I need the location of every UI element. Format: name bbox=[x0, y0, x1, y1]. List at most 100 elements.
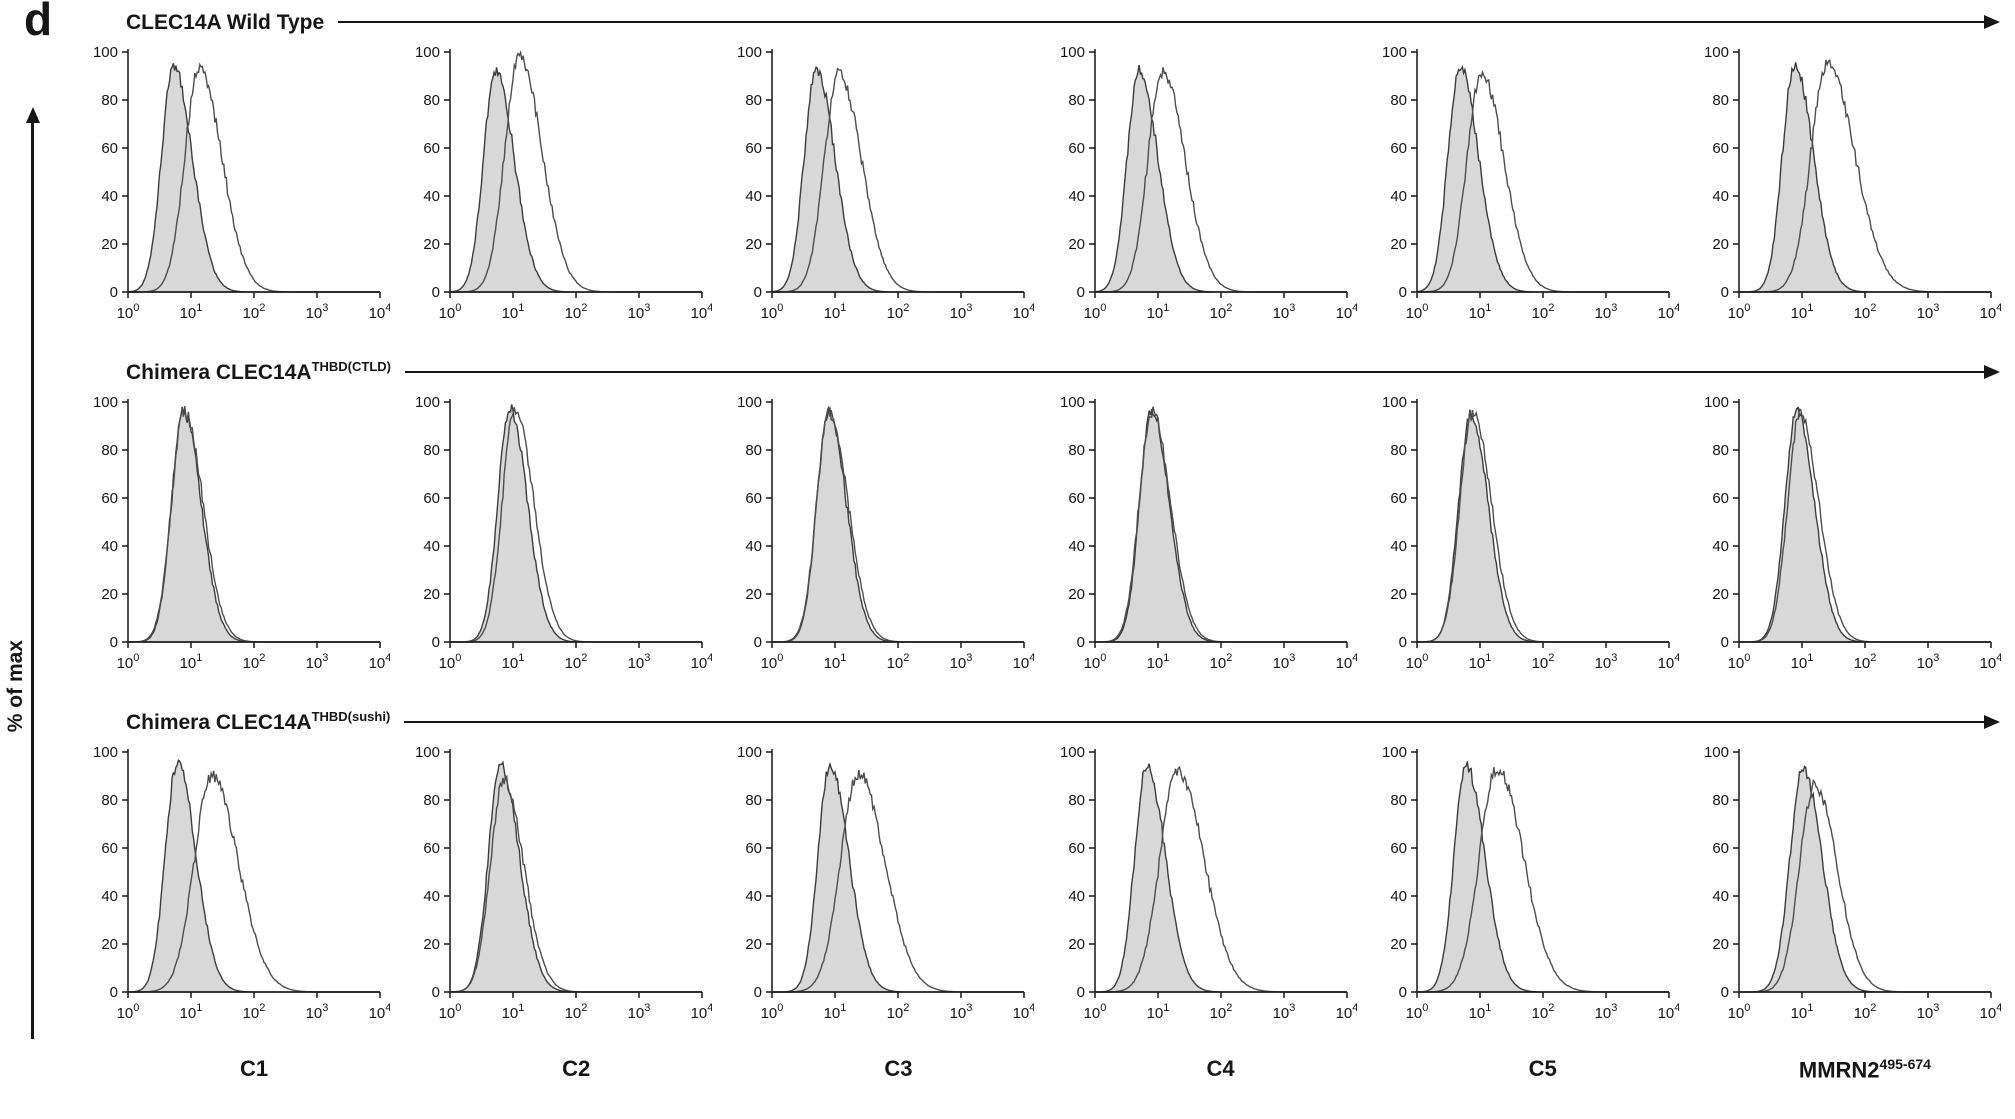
x-tick-label: 102 bbox=[1531, 652, 1554, 672]
plot-grid-row-1: 0 20 40 60 80 100 100 101 102 103 104 0 20 40 60 80 100 1… bbox=[70, 388, 2003, 698]
x-tick-label: 102 bbox=[243, 652, 266, 672]
x-tick-label: 101 bbox=[502, 1002, 525, 1022]
y-tick-label: 20 bbox=[101, 936, 118, 953]
x-tick-label: 104 bbox=[691, 302, 712, 322]
flow-histogram-plot-r0-c4: 0 20 40 60 80 100 100 101 102 103 104 bbox=[1382, 44, 1679, 322]
y-axis-rail: % of max bbox=[0, 0, 70, 1119]
plot-cell: 0 20 40 60 80 100 100 101 102 103 104 bbox=[392, 738, 714, 1048]
x-tick-label: 101 bbox=[502, 302, 525, 322]
y-tick-label: 40 bbox=[101, 538, 118, 555]
filled-histogram bbox=[1738, 765, 1991, 993]
x-tick-label: 104 bbox=[1335, 652, 1356, 672]
x-tick-label: 104 bbox=[1013, 302, 1034, 322]
x-tick-label: 101 bbox=[1146, 302, 1169, 322]
x-tick-label: 101 bbox=[1791, 1002, 1814, 1022]
x-tick-label: 100 bbox=[1728, 302, 1751, 322]
y-tick-label: 80 bbox=[424, 792, 441, 809]
y-tick-label: 80 bbox=[1712, 92, 1729, 109]
x-tick-label: 103 bbox=[306, 1002, 329, 1022]
y-tick-label: 20 bbox=[101, 586, 118, 603]
y-tick-label: 100 bbox=[1704, 44, 1729, 61]
plot-cell: 0 20 40 60 80 100 100 101 102 103 104 bbox=[70, 738, 392, 1048]
flow-histogram-plot-r2-c0: 0 20 40 60 80 100 100 101 102 103 104 bbox=[93, 744, 390, 1022]
y-tick-label: 0 bbox=[754, 284, 762, 301]
y-tick-label: 60 bbox=[1068, 840, 1085, 857]
y-tick-label: 60 bbox=[1390, 140, 1407, 157]
y-tick-label: 0 bbox=[432, 284, 440, 301]
flow-histogram-plot-r0-c3: 0 20 40 60 80 100 100 101 102 103 104 bbox=[1060, 44, 1357, 322]
y-tick-label: 0 bbox=[1398, 634, 1406, 651]
plot-cell: 0 20 40 60 80 100 100 101 102 103 104 bbox=[714, 388, 1036, 698]
x-tick-label: 104 bbox=[1980, 302, 2001, 322]
x-tick-label: 102 bbox=[1854, 302, 1877, 322]
y-tick-label: 0 bbox=[1076, 634, 1084, 651]
x-tick-label: 103 bbox=[950, 652, 973, 672]
filled-histogram bbox=[1093, 64, 1347, 293]
y-axis-label: % of max bbox=[4, 640, 27, 733]
flow-histogram-plot-r1-c4: 0 20 40 60 80 100 100 101 102 103 104 bbox=[1382, 394, 1679, 672]
y-tick-label: 60 bbox=[1068, 490, 1085, 507]
filled-histogram bbox=[449, 67, 703, 293]
x-tick-label: 102 bbox=[565, 652, 588, 672]
y-tick-label: 80 bbox=[101, 792, 118, 809]
y-tick-label: 40 bbox=[1068, 888, 1085, 905]
x-tick-label: 101 bbox=[180, 1002, 203, 1022]
plot-cell: 0 20 40 60 80 100 100 101 102 103 104 bbox=[1036, 38, 1358, 348]
y-tick-label: 0 bbox=[754, 984, 762, 1001]
x-tick-label: 100 bbox=[117, 652, 140, 672]
x-tick-label: 103 bbox=[628, 302, 651, 322]
flow-histogram-plot-r0-c1: 0 20 40 60 80 100 100 101 102 103 104 bbox=[415, 44, 712, 322]
x-tick-label: 100 bbox=[1405, 1002, 1428, 1022]
x-tick-label: 101 bbox=[180, 652, 203, 672]
x-tick-label: 102 bbox=[565, 302, 588, 322]
y-tick-label: 20 bbox=[424, 936, 441, 953]
filled-histogram bbox=[772, 761, 1025, 993]
x-tick-label: 102 bbox=[1854, 652, 1877, 672]
x-tick-label: 104 bbox=[691, 652, 712, 672]
y-tick-label: 40 bbox=[1712, 888, 1729, 905]
y-tick-label: 60 bbox=[101, 490, 118, 507]
plot-cell: 0 20 40 60 80 100 100 101 102 103 104 bbox=[1681, 38, 2003, 348]
y-tick-label: 100 bbox=[1382, 394, 1407, 411]
column-label-c4: C4 bbox=[1206, 1056, 1235, 1081]
filled-histogram bbox=[127, 63, 381, 293]
y-tick-label: 0 bbox=[110, 634, 118, 651]
filled-histogram bbox=[1416, 761, 1669, 993]
x-tick-label: 101 bbox=[1468, 1002, 1491, 1022]
x-tick-label: 104 bbox=[1013, 1002, 1034, 1022]
y-tick-label: 20 bbox=[101, 236, 118, 253]
y-tick-label: 40 bbox=[424, 188, 441, 205]
y-tick-label: 100 bbox=[1704, 394, 1729, 411]
y-tick-label: 0 bbox=[1398, 284, 1406, 301]
row-title-superscript: THBD(CTLD) bbox=[311, 359, 391, 374]
row-section-chimera-ctld: Chimera CLEC14ATHBD(CTLD) 0 20 40 60 80 100 10… bbox=[70, 356, 2003, 698]
y-tick-label: 100 bbox=[415, 394, 440, 411]
row-header-chimera-ctld: Chimera CLEC14ATHBD(CTLD) bbox=[70, 356, 2003, 388]
row-title: Chimera CLEC14ATHBD(sushi) bbox=[126, 709, 390, 735]
x-tick-label: 102 bbox=[1854, 1002, 1877, 1022]
x-tick-label: 100 bbox=[1083, 652, 1106, 672]
y-tick-label: 40 bbox=[1712, 188, 1729, 205]
flow-histogram-plot-r2-c1: 0 20 40 60 80 100 100 101 102 103 104 bbox=[415, 744, 712, 1022]
plot-cell: 0 20 40 60 80 100 100 101 102 103 104 bbox=[714, 738, 1036, 1048]
x-tick-label: 104 bbox=[1013, 652, 1034, 672]
x-tick-label: 100 bbox=[117, 302, 140, 322]
y-tick-label: 20 bbox=[1712, 236, 1729, 253]
y-tick-label: 100 bbox=[1060, 744, 1085, 761]
plot-cell: 0 20 40 60 80 100 100 101 102 103 104 bbox=[1359, 38, 1681, 348]
y-tick-label: 80 bbox=[1390, 92, 1407, 109]
x-tick-label: 100 bbox=[439, 652, 462, 672]
flow-histogram-plot-r1-c2: 0 20 40 60 80 100 100 101 102 103 104 bbox=[737, 394, 1034, 672]
plot-cell: 0 20 40 60 80 100 100 101 102 103 104 bbox=[1681, 738, 2003, 1048]
column-label-c3: C3 bbox=[884, 1056, 913, 1081]
row-section-chimera-sushi: Chimera CLEC14ATHBD(sushi) 0 20 40 60 80 100 1… bbox=[70, 706, 2003, 1048]
x-tick-label: 100 bbox=[1083, 302, 1106, 322]
y-tick-label: 80 bbox=[1712, 792, 1729, 809]
y-tick-label: 80 bbox=[424, 92, 441, 109]
x-tick-label: 103 bbox=[306, 652, 329, 672]
y-tick-label: 100 bbox=[93, 394, 118, 411]
plot-cell: 0 20 40 60 80 100 100 101 102 103 104 bbox=[392, 388, 714, 698]
x-tick-label: 104 bbox=[1657, 302, 1678, 322]
y-tick-label: 100 bbox=[415, 744, 440, 761]
y-tick-label: 40 bbox=[746, 888, 763, 905]
